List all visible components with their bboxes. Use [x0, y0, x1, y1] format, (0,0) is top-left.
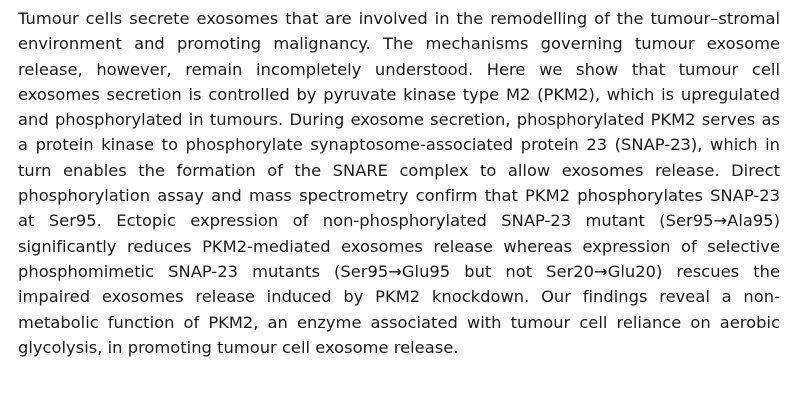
abstract-paragraph: Tumour cells secrete exosomes that are i…: [18, 9, 780, 357]
